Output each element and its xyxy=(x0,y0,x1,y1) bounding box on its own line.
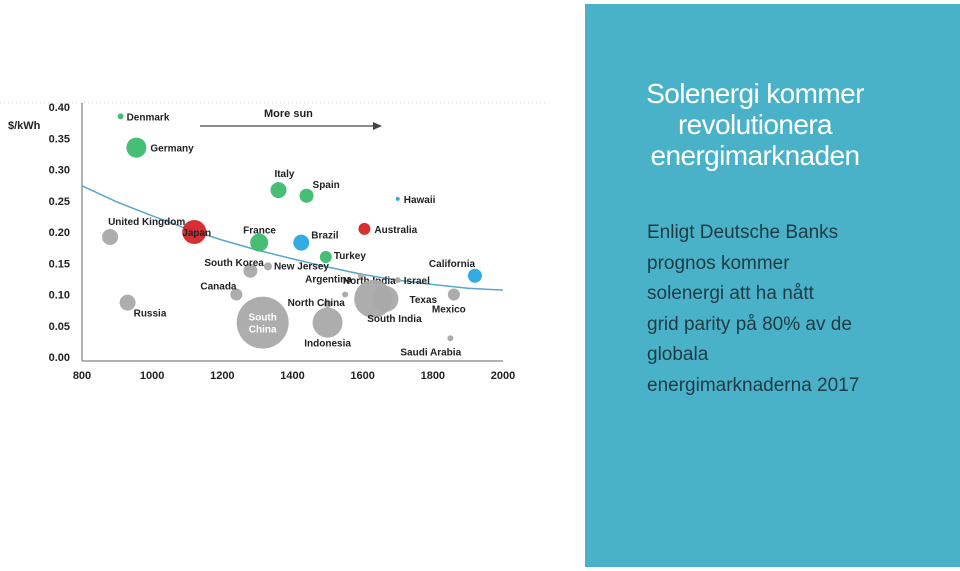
y-tick-label: 0.35 xyxy=(49,133,70,145)
point-label: California xyxy=(429,259,476,270)
y-tick-label: 0.30 xyxy=(49,165,70,177)
point-label: China xyxy=(249,325,277,336)
data-point xyxy=(354,279,393,318)
data-point xyxy=(447,335,454,342)
data-point xyxy=(293,234,310,251)
x-tick-label: 1400 xyxy=(280,370,304,382)
point-label: Canada xyxy=(200,282,237,293)
body-line: grid parity på 80% av de xyxy=(647,313,852,335)
data-point xyxy=(182,220,207,244)
point-label: North China xyxy=(288,298,346,309)
point-label: Spain xyxy=(313,180,340,191)
y-tick-label: 0.00 xyxy=(49,352,70,364)
x-tick-label: 2000 xyxy=(491,370,515,382)
data-point xyxy=(270,182,287,199)
data-point xyxy=(394,277,401,284)
point-label: New Jersey xyxy=(274,261,329,272)
point-label: Mexico xyxy=(432,305,466,316)
data-point xyxy=(357,272,364,279)
body-line: solenergi att ha nått xyxy=(647,283,814,304)
x-tick-label: 800 xyxy=(73,370,91,382)
data-point xyxy=(342,291,349,298)
point-label: Japan xyxy=(182,228,211,239)
more-sun-arrowhead xyxy=(373,122,382,130)
point-label: Italy xyxy=(274,169,294,180)
data-point xyxy=(395,196,400,201)
point-label: Australia xyxy=(374,225,417,236)
data-point xyxy=(323,299,332,308)
y-tick-label: 0.05 xyxy=(49,321,70,333)
point-label: Denmark xyxy=(127,112,170,123)
data-point xyxy=(102,229,119,245)
chart-area: 0.00 0.05 0.10 0.15 0.20 0.25 0.30 0.35 0.40 800 1… xyxy=(0,95,545,395)
body-line: globala xyxy=(647,344,709,365)
y-axis-label: $/kWh xyxy=(8,120,41,132)
scatter-chart: 0.00 0.05 0.10 0.15 0.20 0.25 0.30 0.35 0.40 800 1… xyxy=(0,102,545,382)
data-point xyxy=(236,296,289,349)
data-point xyxy=(243,263,258,278)
point-label: France xyxy=(243,226,276,237)
data-point xyxy=(447,288,460,301)
data-point xyxy=(263,262,272,271)
point-label: South India xyxy=(367,314,422,325)
x-tick-label: 1800 xyxy=(421,370,445,382)
point-label: Texas xyxy=(409,295,437,306)
point-label: Germany xyxy=(150,144,194,155)
data-point xyxy=(126,137,147,158)
x-tick-label: 1000 xyxy=(140,370,164,382)
y-tick-label: 0.40 xyxy=(49,102,70,114)
y-tick-label: 0.25 xyxy=(49,196,70,208)
y-tick-label: 0.15 xyxy=(49,258,70,270)
title-line: energimarknaden xyxy=(650,140,861,171)
data-point xyxy=(230,288,243,301)
point-label: Hawaii xyxy=(404,195,436,206)
slide-body-text: Enligt Deutsche Banks prognos kommer sol… xyxy=(647,218,947,401)
point-label: Russia xyxy=(134,309,167,320)
data-point xyxy=(299,188,314,203)
y-tick-label: 0.20 xyxy=(49,227,70,239)
point-label: Turkey xyxy=(334,251,366,262)
body-line: Enligt Deutsche Banks xyxy=(647,222,839,243)
x-tick-label: 1600 xyxy=(350,370,374,382)
point-label: Indonesia xyxy=(304,339,351,350)
data-point xyxy=(319,251,332,263)
body-line: prognos kommer xyxy=(647,252,790,274)
title-line: Solenergi kommer xyxy=(646,78,864,109)
y-tick-label: 0.10 xyxy=(49,290,70,302)
data-point xyxy=(312,307,343,338)
point-label: Argentina xyxy=(305,275,352,286)
data-point xyxy=(117,113,124,120)
slide-title: Solenergi kommer revolutionera energimar… xyxy=(585,78,925,171)
title-line: revolutionera xyxy=(677,109,833,140)
trend-line xyxy=(81,185,504,291)
more-sun-annotation: More sun xyxy=(264,108,313,120)
point-label: Israel xyxy=(404,276,430,287)
data-point xyxy=(250,233,269,252)
point-label: South xyxy=(249,313,277,324)
point-label: Saudi Arabia xyxy=(400,347,461,358)
point-label: South Korea xyxy=(204,258,264,269)
data-point xyxy=(119,294,136,311)
body-line: energimarknaderna 2017 xyxy=(647,374,860,396)
data-point xyxy=(467,268,482,283)
x-tick-label: 1200 xyxy=(210,370,234,382)
point-label: Brazil xyxy=(311,231,338,242)
side-panel: Solenergi kommer revolutionera energimar… xyxy=(585,4,960,567)
data-point xyxy=(358,222,371,235)
point-label: United Kingdom xyxy=(108,217,185,228)
